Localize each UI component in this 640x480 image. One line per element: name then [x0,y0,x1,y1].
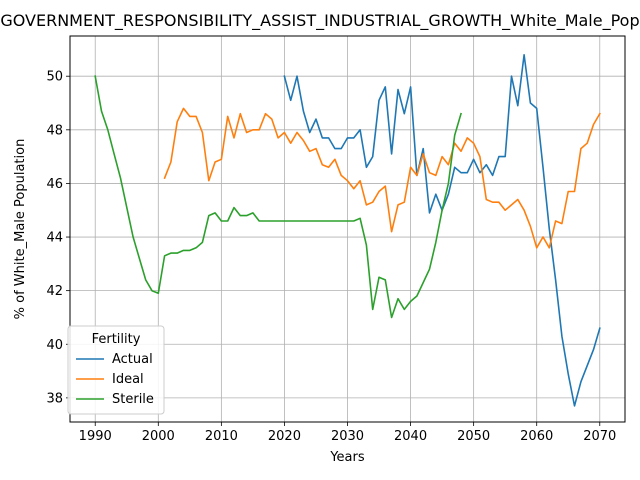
legend-label-actual: Actual [112,352,153,367]
y-tick-label: 50 [46,70,63,85]
series-line-sterile [94,75,462,319]
y-tick-label: 42 [46,284,63,299]
x-tick-label: 2070 [583,429,616,444]
legend-label-sterile: Sterile [112,392,154,407]
y-tick-label: 46 [46,177,63,192]
x-tick-label: 2040 [394,429,427,444]
x-tick-label: 1990 [79,429,112,444]
legend-box [67,325,165,415]
x-tick-label: 2050 [457,429,490,444]
y-tick-label: 38 [46,391,63,406]
series-line-actual [283,53,601,407]
x-tick-label: 2020 [268,429,301,444]
x-tick-label: 2030 [331,429,364,444]
y-tick-label: 44 [46,231,63,246]
y-axis-label: % of White_Male Population [13,139,28,320]
legend-items: Actual Ideal Sterile [76,352,154,407]
series-lines [94,53,601,407]
series-line-ideal [163,107,601,249]
x-axis-label: Years [329,450,365,465]
legend-label-ideal: Ideal [112,372,144,387]
axis-ticks: 1990 2000 2010 2020 2030 2040 2050 2060 2070 38 40… [46,70,616,444]
chart-title: GOVERNMENT_RESPONSIBILITY_ASSIST_INDUSTR… [0,11,640,31]
y-tick-label: 40 [46,338,63,353]
x-tick-label: 2010 [205,429,238,444]
legend-title: Fertility [92,332,141,347]
x-tick-label: 2060 [520,429,553,444]
legend: Fertility Actual Ideal Sterile [67,325,165,415]
x-tick-label: 2000 [142,429,175,444]
y-tick-label: 48 [46,123,63,138]
